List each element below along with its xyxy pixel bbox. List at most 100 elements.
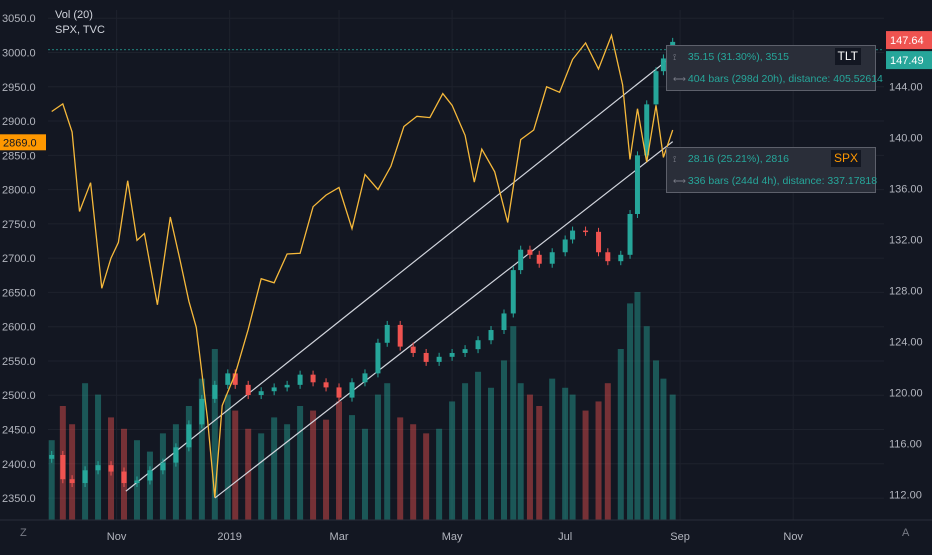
- volume-bar: [271, 417, 278, 520]
- volume-bar: [185, 406, 192, 520]
- candle-body: [653, 71, 659, 105]
- candle-body: [336, 387, 342, 398]
- y-right-tick-label: 144.00: [889, 82, 923, 94]
- candle-body: [95, 465, 101, 471]
- volume-bar: [374, 394, 381, 520]
- candle-body: [173, 447, 179, 463]
- y-left-tick-label: 2600.0: [2, 322, 36, 334]
- candle-body: [147, 470, 153, 481]
- candle-body: [660, 58, 666, 72]
- measure-box-spx[interactable]: ⟟ 28.16 (25.21%), 2816 SPX ⟷ 336 bars (2…: [666, 147, 877, 193]
- candle-body: [501, 313, 507, 331]
- bars-range-icon: ⟷: [673, 74, 686, 84]
- volume-bar: [582, 410, 589, 520]
- y-left-current-badge: [0, 134, 46, 151]
- legend: Vol (20) SPX, TVC: [55, 8, 105, 38]
- volume-bar: [526, 394, 533, 520]
- price-range-icon: ⟟: [673, 154, 677, 164]
- y-right-tick-label: 112.00: [889, 490, 922, 502]
- volume-bar: [336, 401, 343, 520]
- candle-body: [271, 387, 277, 392]
- candle-body: [488, 330, 494, 341]
- candle-body: [362, 373, 368, 383]
- volume-bar: [449, 401, 456, 520]
- bars-range-icon: ⟷: [673, 176, 686, 186]
- volume-bar: [224, 394, 231, 520]
- measure-spx-tag: SPX: [830, 150, 861, 167]
- volume-bar: [501, 360, 507, 520]
- y-left-tick-label: 2950.0: [2, 82, 36, 94]
- measure-tlt-row1: ⟟ 35.15 (31.30%), 3515 TLT: [673, 46, 869, 68]
- volume-bar: [211, 349, 218, 520]
- legend-indicator: Vol (20): [55, 9, 93, 21]
- x-tick-label: Sep: [670, 531, 690, 543]
- volume-bar: [297, 406, 304, 520]
- candle-body: [310, 374, 316, 383]
- timezone-toggle[interactable]: Z: [20, 527, 27, 539]
- volume-bar: [384, 383, 391, 520]
- x-tick-label: Nov: [107, 531, 127, 543]
- volume-bar: [536, 406, 543, 520]
- auto-scale-toggle[interactable]: A: [902, 527, 910, 539]
- volume-bar: [82, 383, 89, 520]
- y-right-tick-label: 128.00: [889, 286, 923, 298]
- volume-bar: [159, 433, 166, 520]
- candle-body: [510, 270, 516, 314]
- candle-body: [258, 391, 264, 396]
- y-left-tick-label: 2450.0: [2, 425, 36, 437]
- y-right-price-badge: [886, 31, 932, 50]
- y-left-tick-label: 2700.0: [2, 253, 36, 265]
- price-range-icon: ⟟: [673, 52, 677, 62]
- candle-body: [627, 214, 633, 255]
- candle-body: [160, 462, 166, 471]
- volume-bar: [634, 292, 641, 520]
- volume-bar: [604, 383, 611, 520]
- x-tick-label: Nov: [783, 531, 803, 543]
- trend-line: [125, 55, 674, 492]
- x-tick-label: Mar: [330, 531, 349, 543]
- measure-spx-row2: ⟷ 336 bars (244d 4h), distance: 337.1781…: [673, 170, 877, 192]
- candle-body: [527, 249, 533, 255]
- volume-bar: [595, 401, 602, 520]
- candle-body: [384, 324, 390, 343]
- y-left-tick-label: 2400.0: [2, 459, 36, 471]
- candle-body: [462, 349, 468, 353]
- volume-bar: [436, 428, 443, 520]
- candle-body: [449, 352, 455, 357]
- candle-body: [436, 356, 442, 362]
- candle-body: [605, 252, 611, 262]
- measure-tlt-line2: 404 bars (298d 20h), distance: 405.52614: [687, 73, 883, 85]
- candle-body: [410, 346, 416, 353]
- y-left-tick-label: 2350.0: [2, 493, 36, 505]
- candle-body: [634, 155, 640, 214]
- candle-body: [297, 374, 303, 385]
- x-tick-label: 2019: [217, 531, 241, 543]
- volume-bar: [627, 303, 634, 520]
- y-left-tick-label: 2850.0: [2, 150, 36, 162]
- candle-body: [596, 231, 602, 253]
- volume-bar: [361, 428, 368, 520]
- candle-body: [570, 230, 576, 240]
- y-right-tick-label: 136.00: [889, 184, 923, 196]
- y-right-tick-label: 120.00: [889, 388, 923, 400]
- candle-body: [644, 104, 650, 156]
- y-right-price-badge: [886, 51, 932, 70]
- y-left-tick-label: 2550.0: [2, 356, 36, 368]
- candle-body: [108, 465, 114, 472]
- volume-bar: [562, 387, 569, 520]
- volume-bar: [95, 394, 102, 520]
- candle-body: [69, 479, 75, 484]
- legend-symbol: SPX, TVC: [55, 24, 105, 36]
- spx-line: [51, 33, 674, 498]
- volume-bar: [462, 383, 469, 520]
- candle-body: [186, 424, 192, 448]
- volume-bar: [475, 371, 482, 520]
- measure-box-tlt[interactable]: ⟟ 35.15 (31.30%), 3515 TLT ⟷ 404 bars (2…: [666, 45, 883, 91]
- volume-bar: [488, 387, 495, 520]
- volume-bar: [69, 424, 76, 520]
- volume-bar: [198, 378, 205, 520]
- y-left-tick-label: 2800.0: [2, 185, 36, 197]
